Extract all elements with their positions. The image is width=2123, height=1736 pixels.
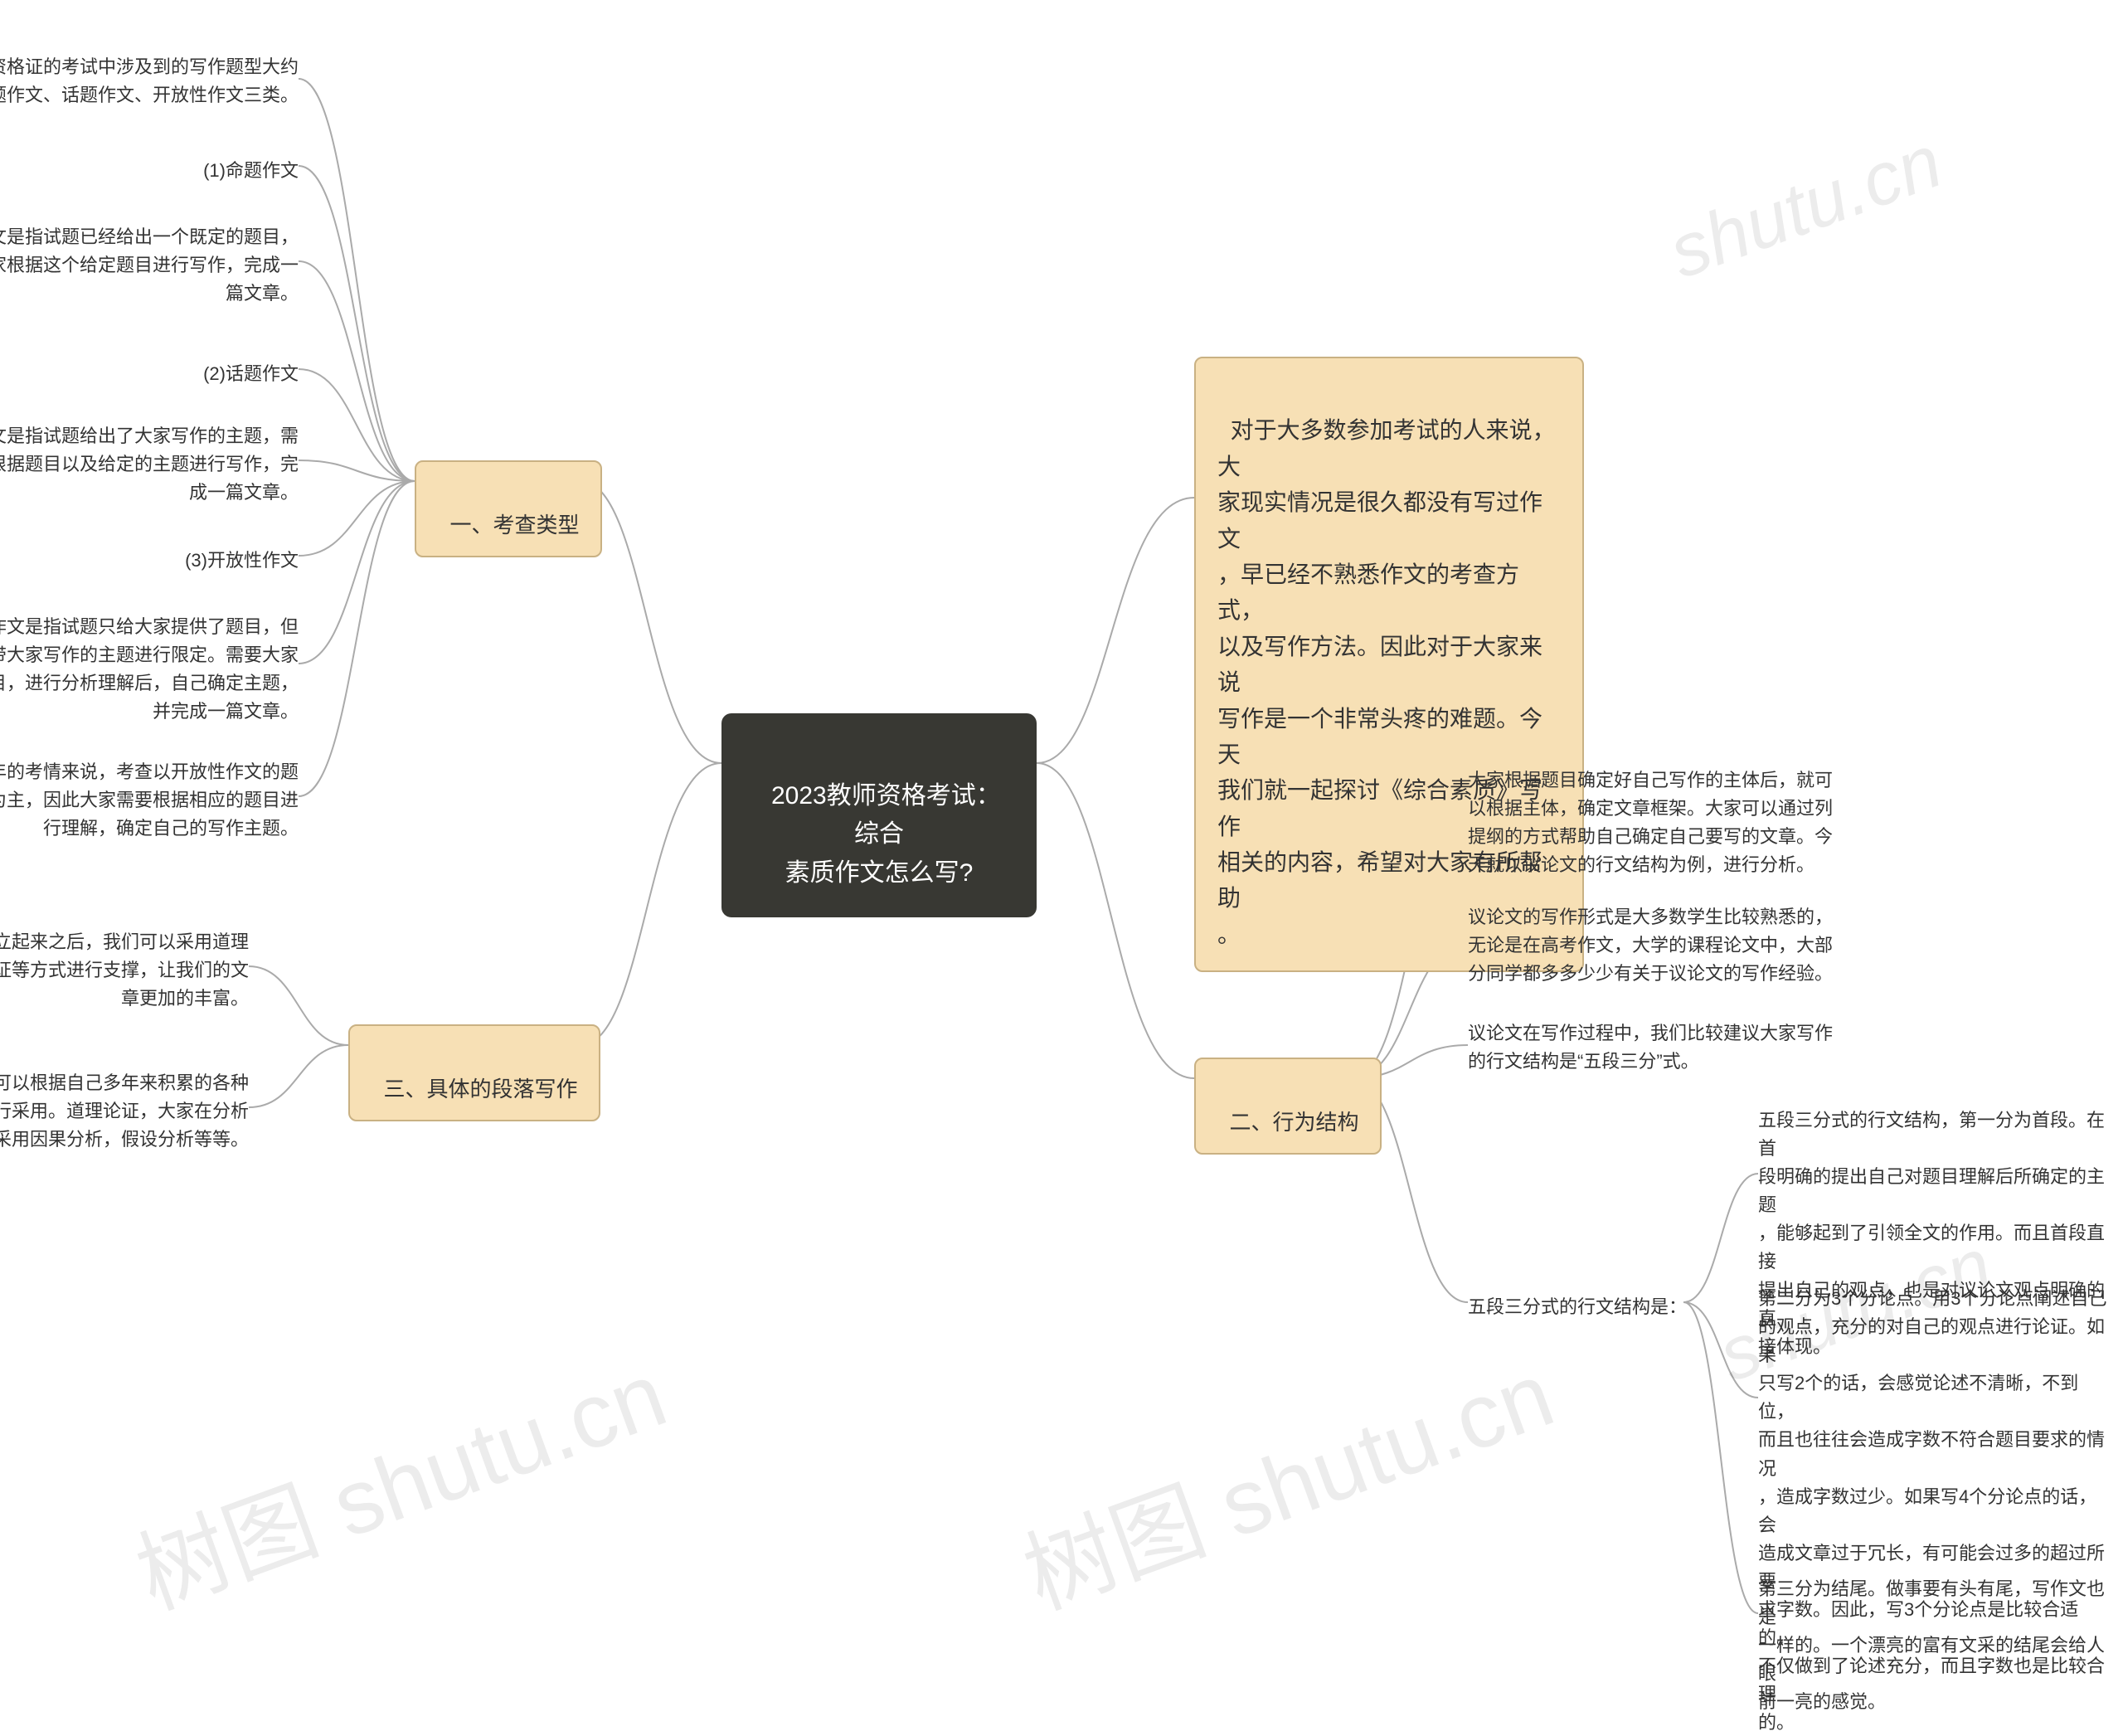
watermark: 树图 shutu.cn xyxy=(116,1320,681,1634)
leaf-b2-2: 议论文在写作过程中，我们比较建议大家写作 的行文结构是“五段三分”式。 xyxy=(1468,1016,1858,1079)
leaf-b1-0: 在教师资格证的考试中涉及到的写作题型大约 有：命题作文、话题作文、开放性作文三类… xyxy=(0,50,299,113)
leaf-b2-1: 议论文的写作形式是大多数学生比较熟悉的， 无论是在高考作文，大学的课程论文中，大… xyxy=(1468,900,1858,991)
leaf-b3-0: 在文章框架建立起来之后，我们可以采用道理 论证和事实论证等方式进行支撑，让我们的… xyxy=(0,925,249,1016)
leaf-b1-4: 话题作文是指试题给出了大家写作的主题，需 要大家根据题目以及给定的主题进行写作，… xyxy=(0,419,299,510)
leaf-sub-2: 第三分为结尾。做事要有头有尾，写作文也是 一样的。一个漂亮的富有文采的结尾会给人… xyxy=(1758,1572,2115,1719)
leaf-b1-1: (1)命题作文 xyxy=(0,153,299,188)
root-node[interactable]: 2023教师资格考试：综合 素质作文怎么写? xyxy=(721,713,1037,917)
leaf-b1-2: 命题作文是指试题已经给出一个既定的题目， 要求大家根据这个给定题目进行写作，完成… xyxy=(0,220,299,311)
leaf-text: (2)话题作文 xyxy=(203,363,299,384)
leaf-text: 议论文的写作形式是大多数学生比较熟悉的， 无论是在高考作文，大学的课程论文中，大… xyxy=(1468,907,1833,984)
leaf-text: 事实论证大家可以根据自己多年来积累的各种 故事，事例进行采用。道理论证，大家在分… xyxy=(0,1072,249,1150)
watermark: 树图 shutu.cn xyxy=(1003,1320,1568,1634)
leaf-text: 话题作文是指试题给出了大家写作的主题，需 要大家根据题目以及给定的主题进行写作，… xyxy=(0,425,299,503)
leaf-text: 五段三分式的行文结构是： xyxy=(1468,1296,1687,1317)
leaf-text: (3)开放性作文 xyxy=(185,550,299,571)
leaf-b1-7: 根据历年的考情来说，考查以开放性作文的题 目类型为主，因此大家需要根据相应的题目… xyxy=(0,755,299,846)
leaf-text: 大家根据题目确定好自己写作的主体后，就可 以根据主体，确定文章框架。大家可以通过… xyxy=(1468,770,1833,875)
leaf-text: (1)命题作文 xyxy=(203,160,299,181)
leaf-b1-3: (2)话题作文 xyxy=(0,357,299,391)
leaf-text: 根据历年的考情来说，考查以开放性作文的题 目类型为主，因此大家需要根据相应的题目… xyxy=(0,761,299,839)
branch-exam-types[interactable]: 一、考查类型 xyxy=(415,460,602,557)
root-label: 2023教师资格考试：综合 素质作文怎么写? xyxy=(771,782,1001,887)
branch-structure[interactable]: 二、行为结构 xyxy=(1194,1058,1382,1155)
branch-paragraph-writing[interactable]: 三、具体的段落写作 xyxy=(348,1024,600,1121)
branch-label: 二、行为结构 xyxy=(1229,1110,1358,1135)
branch-label: 一、考查类型 xyxy=(449,513,579,537)
leaf-text: 在文章框架建立起来之后，我们可以采用道理 论证和事实论证等方式进行支撑，让我们的… xyxy=(0,931,249,1009)
leaf-b2-0: 大家根据题目确定好自己写作的主体后，就可 以根据主体，确定文章框架。大家可以通过… xyxy=(1468,763,1858,883)
watermark: shutu.cn xyxy=(1659,119,1953,296)
watermark-text: 树图 shutu.cn xyxy=(1012,1343,1566,1628)
watermark-text: 树图 shutu.cn xyxy=(124,1343,678,1628)
branch-label: 三、具体的段落写作 xyxy=(383,1077,577,1101)
leaf-b3-1: 事实论证大家可以根据自己多年来积累的各种 故事，事例进行采用。道理论证，大家在分… xyxy=(0,1066,249,1157)
leaf-text: 议论文在写作过程中，我们比较建议大家写作 的行文结构是“五段三分”式。 xyxy=(1468,1023,1833,1072)
leaf-text: 第三分为结尾。做事要有头有尾，写作文也是 一样的。一个漂亮的富有文采的结尾会给人… xyxy=(1758,1578,2105,1712)
leaf-text: 开放性作文是指试题只给大家提供了题目，但 是并未带大家写作的主题进行限定。需要大… xyxy=(0,616,299,722)
leaf-text: 在教师资格证的考试中涉及到的写作题型大约 有：命题作文、话题作文、开放性作文三类… xyxy=(0,56,299,105)
sub-branch-five-three: 五段三分式的行文结构是： xyxy=(1468,1290,1700,1325)
leaf-b1-5: (3)开放性作文 xyxy=(0,543,299,578)
watermark-text: shutu.cn xyxy=(1659,120,1952,294)
leaf-b1-6: 开放性作文是指试题只给大家提供了题目，但 是并未带大家写作的主题进行限定。需要大… xyxy=(0,610,299,729)
leaf-text: 命题作文是指试题已经给出一个既定的题目， 要求大家根据这个给定题目进行写作，完成… xyxy=(0,226,299,304)
